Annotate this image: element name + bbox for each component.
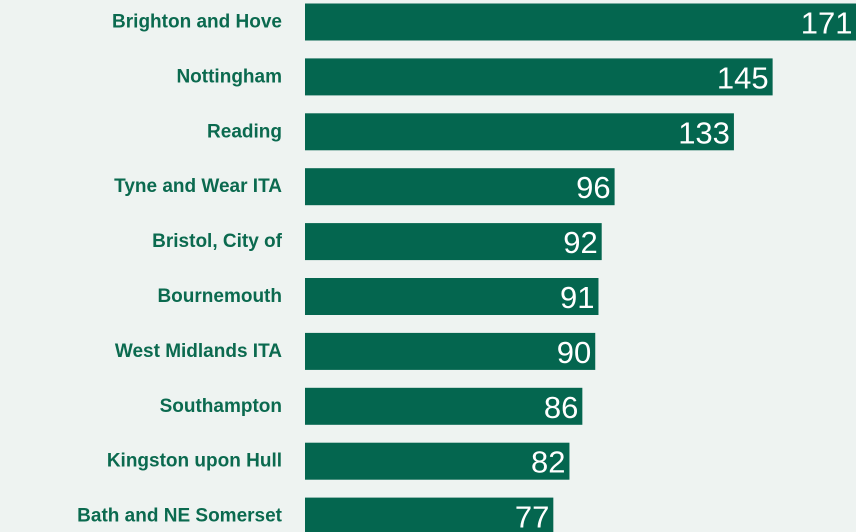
category-label: Bournemouth xyxy=(157,286,282,307)
value-label: 92 xyxy=(563,225,597,260)
category-label: Bristol, City of xyxy=(152,231,283,252)
value-label: 77 xyxy=(515,500,549,532)
bar xyxy=(305,332,596,370)
value-label: 171 xyxy=(801,6,853,41)
bar xyxy=(305,3,856,41)
bar xyxy=(305,168,615,206)
bar xyxy=(305,442,570,480)
bar xyxy=(305,387,583,425)
bar xyxy=(305,113,734,151)
category-label: Brighton and Hove xyxy=(112,12,282,33)
category-label: Nottingham xyxy=(176,66,282,87)
category-label: Southampton xyxy=(160,396,282,417)
value-label: 91 xyxy=(560,280,594,315)
value-label: 86 xyxy=(544,390,578,425)
bar xyxy=(305,223,602,261)
category-label: Kingston upon Hull xyxy=(107,451,282,472)
bar xyxy=(305,497,554,532)
category-label: West Midlands ITA xyxy=(115,341,282,362)
value-label: 82 xyxy=(531,445,565,480)
value-label: 96 xyxy=(576,170,610,205)
category-label: Reading xyxy=(207,121,282,142)
value-label: 90 xyxy=(557,335,591,370)
value-label: 133 xyxy=(678,115,730,150)
category-label: Bath and NE Somerset xyxy=(77,506,282,527)
bar xyxy=(305,278,599,315)
bar xyxy=(305,58,773,96)
category-label: Tyne and Wear ITA xyxy=(114,176,282,197)
value-label: 145 xyxy=(717,60,769,95)
